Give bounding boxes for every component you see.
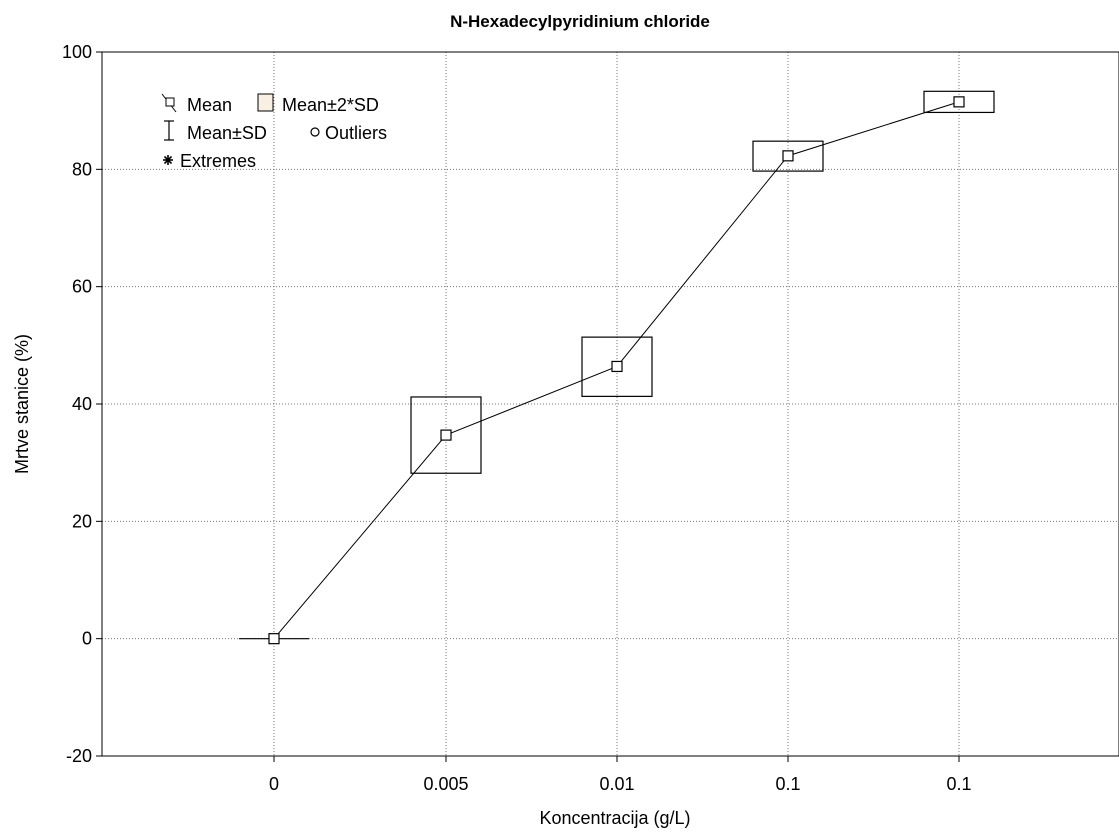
y-tick-label: -20 bbox=[66, 746, 92, 766]
legend-outliers-label: Outliers bbox=[325, 123, 387, 143]
y-axis-label: Mrtve stanice (%) bbox=[12, 334, 32, 474]
mean-marker bbox=[953, 96, 965, 108]
mean-marker bbox=[268, 633, 280, 645]
x-tick-label: 0.01 bbox=[599, 774, 634, 794]
x-tick-label: 0.005 bbox=[423, 774, 468, 794]
legend-box-symbol bbox=[257, 93, 274, 112]
data-box bbox=[410, 396, 482, 474]
x-axis-ticks: 0 0.005 0.01 0.1 0.1 bbox=[269, 756, 972, 794]
data-box bbox=[581, 336, 653, 397]
legend-whisker-symbol bbox=[164, 120, 174, 141]
legend-extremes-label: Extremes bbox=[180, 151, 256, 171]
y-tick-label: 100 bbox=[62, 42, 92, 62]
legend-extremes-symbol bbox=[163, 155, 173, 165]
x-tick-label: 0.1 bbox=[775, 774, 800, 794]
y-tick-label: 0 bbox=[82, 629, 92, 649]
chart-title: N-Hexadecylpyridinium chloride bbox=[450, 12, 710, 31]
legend-mean-label: Mean bbox=[187, 95, 232, 115]
x-tick-label: 0 bbox=[269, 774, 279, 794]
legend: Mean Mean±2*SD Mean±SD Outliers Extremes bbox=[161, 93, 387, 171]
data-box bbox=[752, 140, 824, 172]
x-tick-label: 0.1 bbox=[946, 774, 971, 794]
data-box bbox=[923, 90, 995, 114]
x-axis-label: Koncentracija (g/L) bbox=[539, 808, 690, 828]
legend-box-label: Mean±2*SD bbox=[282, 95, 379, 115]
y-tick-label: 60 bbox=[72, 277, 92, 297]
mean-markers bbox=[268, 96, 965, 645]
y-tick-label: 40 bbox=[72, 394, 92, 414]
data-boxes bbox=[239, 90, 995, 640]
legend-outliers-symbol bbox=[310, 127, 320, 137]
mean-marker bbox=[782, 150, 794, 162]
legend-mean-symbol bbox=[161, 93, 177, 113]
y-tick-label: 80 bbox=[72, 159, 92, 179]
y-tick-label: 20 bbox=[72, 511, 92, 531]
gridlines bbox=[102, 52, 1119, 756]
legend-whisker-label: Mean±SD bbox=[187, 123, 267, 143]
mean-marker bbox=[611, 360, 623, 373]
y-axis-ticks: -20 0 20 40 60 80 100 bbox=[62, 42, 102, 766]
mean-marker bbox=[440, 429, 452, 441]
